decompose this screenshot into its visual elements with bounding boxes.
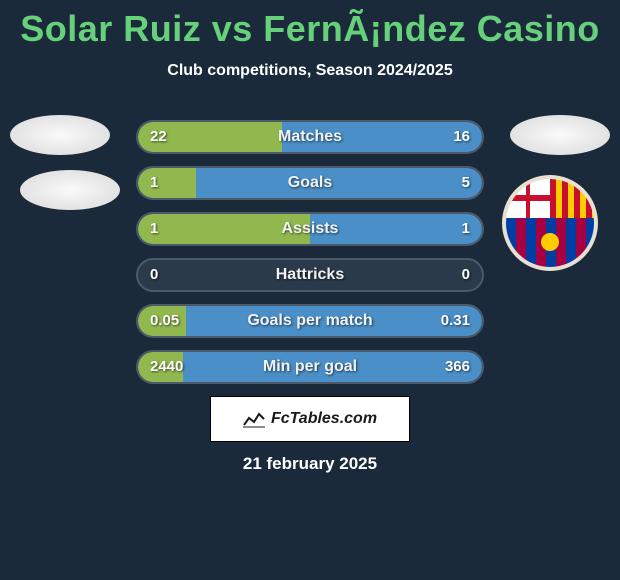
- stat-row: Goals per match0.05 0.31: [136, 304, 484, 338]
- stat-value-left: 0: [150, 260, 158, 290]
- brand-name: FcTables.com: [271, 410, 377, 428]
- date-line: 21 february 2025: [0, 454, 620, 474]
- player-left-photo-placeholder-1: [10, 115, 110, 155]
- stat-row: Matches22 16: [136, 120, 484, 154]
- chart-icon: [243, 410, 265, 428]
- player-right-photo-placeholder: [510, 115, 610, 155]
- stat-value-right: 16: [453, 122, 470, 152]
- page-subtitle: Club competitions, Season 2024/2025: [0, 62, 620, 80]
- stat-row: Min per goal2440 366: [136, 350, 484, 384]
- stat-value-right: 0: [462, 260, 470, 290]
- stat-label: Goals: [138, 168, 482, 198]
- stats-comparison: Matches2216Goals15Assists11Hattricks00Go…: [136, 120, 484, 396]
- page-title: Solar Ruiz vs FernÃ¡ndez Casino: [0, 0, 620, 50]
- club-crest-barcelona: [502, 175, 598, 271]
- stat-label: Hattricks: [138, 260, 482, 290]
- stat-value-left: 0.05: [150, 306, 179, 336]
- stat-label: Assists: [138, 214, 482, 244]
- stat-label: Goals per match: [138, 306, 482, 336]
- stat-value-left: 22: [150, 122, 167, 152]
- stat-row: Goals1 5: [136, 166, 484, 200]
- stat-row: Assists1 1: [136, 212, 484, 246]
- stat-value-left: 1: [150, 214, 158, 244]
- stat-label: Matches: [138, 122, 482, 152]
- brand-logo-box: FcTables.com: [210, 396, 410, 442]
- player-left-photo-placeholder-2: [20, 170, 120, 210]
- stat-row: Hattricks0 0: [136, 258, 484, 292]
- stat-value-right: 366: [445, 352, 470, 382]
- stat-label: Min per goal: [138, 352, 482, 382]
- stat-value-left: 1: [150, 168, 158, 198]
- stat-value-right: 5: [462, 168, 470, 198]
- stat-value-right: 0.31: [441, 306, 470, 336]
- stat-value-left: 2440: [150, 352, 183, 382]
- stat-value-right: 1: [462, 214, 470, 244]
